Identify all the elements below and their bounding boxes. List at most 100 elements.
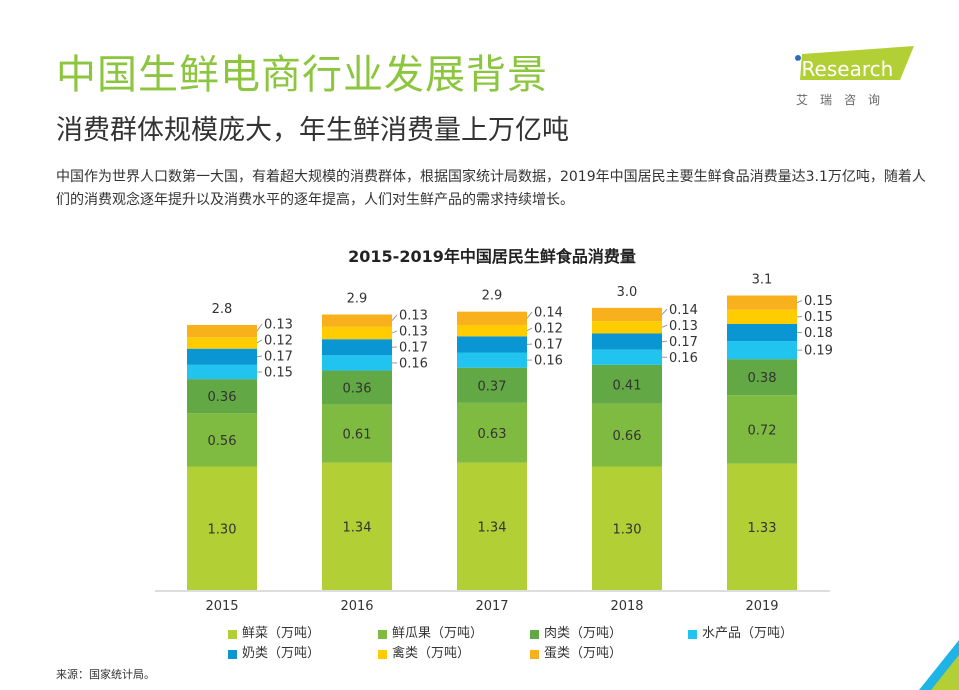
data-label: 0.12 <box>534 322 563 337</box>
bar-segment <box>187 413 257 467</box>
bar-segment <box>457 462 527 590</box>
bar-segment <box>322 370 392 405</box>
data-label: 0.16 <box>669 351 698 366</box>
bar-segment <box>457 336 527 353</box>
data-label: 1.34 <box>478 520 507 535</box>
bar-segment <box>457 324 527 337</box>
leader-line <box>796 300 803 304</box>
data-label: 1.34 <box>343 520 372 535</box>
bar-segment <box>187 379 257 414</box>
legend-swatch <box>530 649 539 659</box>
bar-segment <box>322 314 392 327</box>
bar-segment <box>727 295 797 310</box>
iresearch-logo: iResearch 艾瑞咨询 <box>795 46 914 107</box>
legend-label: 水产品（万吨） <box>702 626 794 641</box>
total-label: 2.8 <box>212 302 233 317</box>
data-label: 0.37 <box>478 379 507 394</box>
legend-label: 禽类（万吨） <box>392 646 471 661</box>
data-label: 0.56 <box>208 434 237 449</box>
bar-segment <box>592 307 662 322</box>
svg-text:艾瑞咨询: 艾瑞咨询 <box>796 92 892 107</box>
legend-item: 蛋类（万吨） <box>530 646 622 662</box>
data-label: 0.17 <box>264 349 293 364</box>
page-title: 中国生鲜电商行业发展背景 <box>56 52 548 98</box>
data-label: 0.14 <box>669 303 698 318</box>
leader-line <box>391 330 398 334</box>
leader-line <box>661 324 668 328</box>
total-label: 3.1 <box>752 273 773 288</box>
legend-item: 肉类（万吨） <box>530 626 622 642</box>
data-label: 0.16 <box>399 356 428 371</box>
bar-segment <box>727 324 797 342</box>
bar-segment <box>592 349 662 365</box>
bar-segment <box>592 466 662 590</box>
bar-segment <box>457 352 527 368</box>
bar-segment <box>322 355 392 371</box>
bar-segment <box>322 326 392 340</box>
leader-line <box>256 355 263 358</box>
bar-segment <box>727 463 797 590</box>
x-tick-label: 2019 <box>745 599 778 614</box>
data-label: 1.30 <box>208 522 237 537</box>
data-label: 0.13 <box>669 319 698 334</box>
data-label: 0.19 <box>804 344 833 359</box>
x-tick-label: 2018 <box>610 599 643 614</box>
data-label: 1.33 <box>748 521 777 536</box>
bar-segment <box>727 395 797 464</box>
data-label: 0.63 <box>478 427 507 442</box>
svg-text:iResearch: iResearch <box>796 57 893 81</box>
data-label: 0.12 <box>264 333 293 348</box>
source-note: 来源：国家统计局。 <box>56 668 155 681</box>
data-label: 0.38 <box>748 371 777 386</box>
bar-segment <box>592 321 662 334</box>
x-tick-label: 2016 <box>340 599 373 614</box>
data-label: 0.17 <box>399 340 428 355</box>
bar-segment <box>322 339 392 356</box>
data-label: 0.15 <box>264 365 293 380</box>
leader-line <box>526 311 533 319</box>
legend-swatch <box>228 649 237 659</box>
data-label: 0.66 <box>613 429 642 444</box>
data-label: 0.61 <box>343 428 372 443</box>
data-label: 0.17 <box>669 335 698 350</box>
legend-label: 奶类（万吨） <box>242 646 321 661</box>
legend-item: 奶类（万吨） <box>228 646 320 662</box>
bar-segment <box>592 364 662 404</box>
legend-label: 鲜菜（万吨） <box>242 626 321 641</box>
chart-title: 2015-2019年中国居民生鲜食品消费量 <box>348 247 636 266</box>
legend-item: 鲜菜（万吨） <box>228 626 320 642</box>
bar-segment <box>592 403 662 467</box>
legend-item: 水产品（万吨） <box>688 626 793 642</box>
data-label: 0.17 <box>534 338 563 353</box>
bar-segment <box>457 402 527 463</box>
leader-line <box>256 323 263 332</box>
legend-item: 禽类（万吨） <box>378 646 470 662</box>
data-label: 0.36 <box>208 390 237 405</box>
legend-swatch <box>530 629 539 639</box>
data-label: 0.15 <box>804 294 833 309</box>
data-label: 0.36 <box>343 382 372 397</box>
bar-segment <box>457 311 527 325</box>
total-label: 2.9 <box>482 289 503 304</box>
data-label: 0.13 <box>399 308 428 323</box>
x-tick-label: 2015 <box>205 599 238 614</box>
bar-segment <box>322 404 392 463</box>
bar-segment <box>727 309 797 324</box>
bar-segment <box>727 341 797 360</box>
bar-segment <box>187 324 257 338</box>
legend-label: 蛋类（万吨） <box>544 646 623 661</box>
legend-swatch <box>378 649 387 659</box>
bar-segment <box>592 333 662 350</box>
leader-line <box>526 327 533 332</box>
legend-swatch <box>228 629 237 639</box>
leader-line <box>661 308 668 315</box>
bar-segment <box>187 348 257 365</box>
legend-label: 鲜瓜果（万吨） <box>392 626 484 641</box>
bar-segment <box>457 367 527 403</box>
x-tick-label: 2017 <box>475 599 508 614</box>
data-label: 0.15 <box>804 310 833 325</box>
data-label: 0.18 <box>804 326 833 341</box>
description: 中国作为世界人口数第一大国，有着超大规模的消费群体，根据国家统计局数据，2019… <box>56 169 926 208</box>
bar-segment <box>187 337 257 349</box>
